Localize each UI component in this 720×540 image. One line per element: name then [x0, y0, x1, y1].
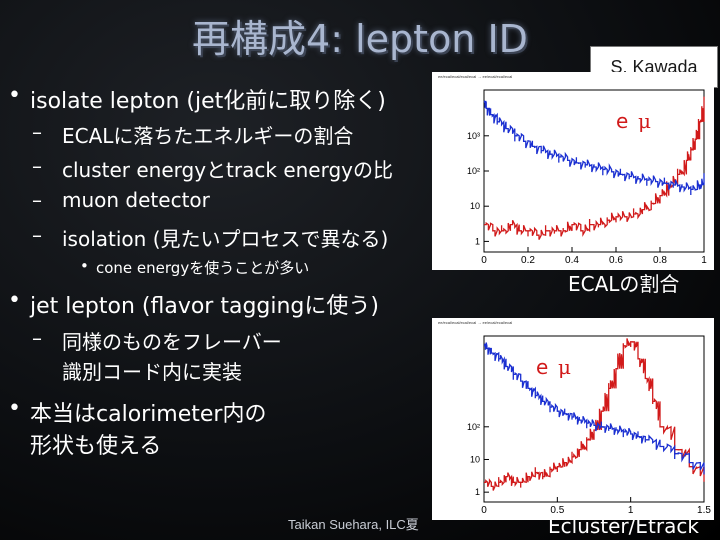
x-tick-label: 0.6	[609, 255, 623, 266]
plot-frame	[483, 335, 705, 503]
bullet-isolate-lepton: isolate lepton (jet化前に取り除く)	[8, 83, 386, 115]
plot-top-header: ee/ecal/ecal/ecal/ecal → ee/ecal/ecal/ec…	[438, 74, 513, 79]
y-tick-label: 10	[470, 201, 480, 211]
subbullet-isolation: isolation (見たいプロセスで異なる)	[32, 223, 388, 252]
plot-bottom-svg: 0 0.5 1 1.5 1 10 10² e μ	[467, 335, 711, 516]
legend-mu: μ	[638, 109, 651, 133]
bullet-calorimeter-shape-cont: 形状も使える	[30, 434, 162, 459]
subbullet-muon-detector: muon detector	[32, 188, 210, 212]
slide-title: 再構成4: lepton ID	[192, 17, 528, 61]
x-tick-label: 1.5	[697, 505, 711, 516]
bullet-jet-lepton: jet lepton (flavor taggingに使う)	[8, 288, 379, 320]
subsubbullet-cone-energy: cone energyを使うことが多い	[80, 257, 309, 278]
series-mu-line	[484, 342, 705, 475]
footer-presenter: Taikan Suehara, ILC夏	[288, 517, 419, 532]
x-tick-label: 1	[701, 255, 707, 266]
subbullet-same-flavor: 同様のものをフレーバー	[32, 326, 282, 355]
y-tick-label: 10	[470, 454, 480, 464]
plot-top-caption: ECALの割合	[568, 272, 680, 296]
plot-bottom-header: ee/ecal/ecal/ecal/ecal → ee/ecal/ecal/ec…	[438, 320, 513, 325]
y-tick-label: 1	[475, 487, 480, 497]
subbullet-code-impl: 識別コード内に実装	[62, 360, 242, 384]
x-tick-label: 1	[628, 505, 634, 516]
legend-e: e	[616, 109, 628, 133]
x-tick-label: 0.8	[653, 255, 667, 266]
y-tick-label: 1	[475, 236, 480, 246]
x-tick-label: 0	[481, 255, 487, 266]
y-tick-label: 10³	[467, 131, 480, 141]
subbullet-cluster-track: cluster energyとtrack energyの比	[32, 154, 393, 183]
x-tick-label: 0.4	[565, 255, 579, 266]
legend-e: e	[536, 355, 548, 379]
x-tick-label: 0.5	[550, 505, 564, 516]
x-tick-label: 0.2	[521, 255, 535, 266]
subbullet-ecal: ECALに落ちたエネルギーの割合	[32, 120, 353, 149]
plot-bottom-caption: Ecluster/Etrack	[548, 514, 699, 538]
series-e-line	[484, 96, 705, 240]
legend-mu: μ	[558, 355, 571, 379]
bullet-calorimeter-shape: 本当はcalorimeter内の	[8, 396, 267, 428]
plot-bottom: ee/ecal/ecal/ecal/ecal → ee/ecal/ecal/ec…	[432, 318, 714, 520]
y-tick-label: 10²	[467, 422, 480, 432]
y-tick-label: 10²	[467, 166, 480, 176]
plot-top: ee/ecal/ecal/ecal/ecal → ee/ecal/ecal/ec…	[432, 72, 714, 270]
series-e-line	[484, 338, 705, 491]
x-tick-label: 0	[481, 505, 487, 516]
plot-top-svg: 0 0.2 0.4 0.6 0.8 1 1 10 10² 10³ e μ	[467, 89, 707, 266]
series-mu-line	[483, 100, 705, 195]
